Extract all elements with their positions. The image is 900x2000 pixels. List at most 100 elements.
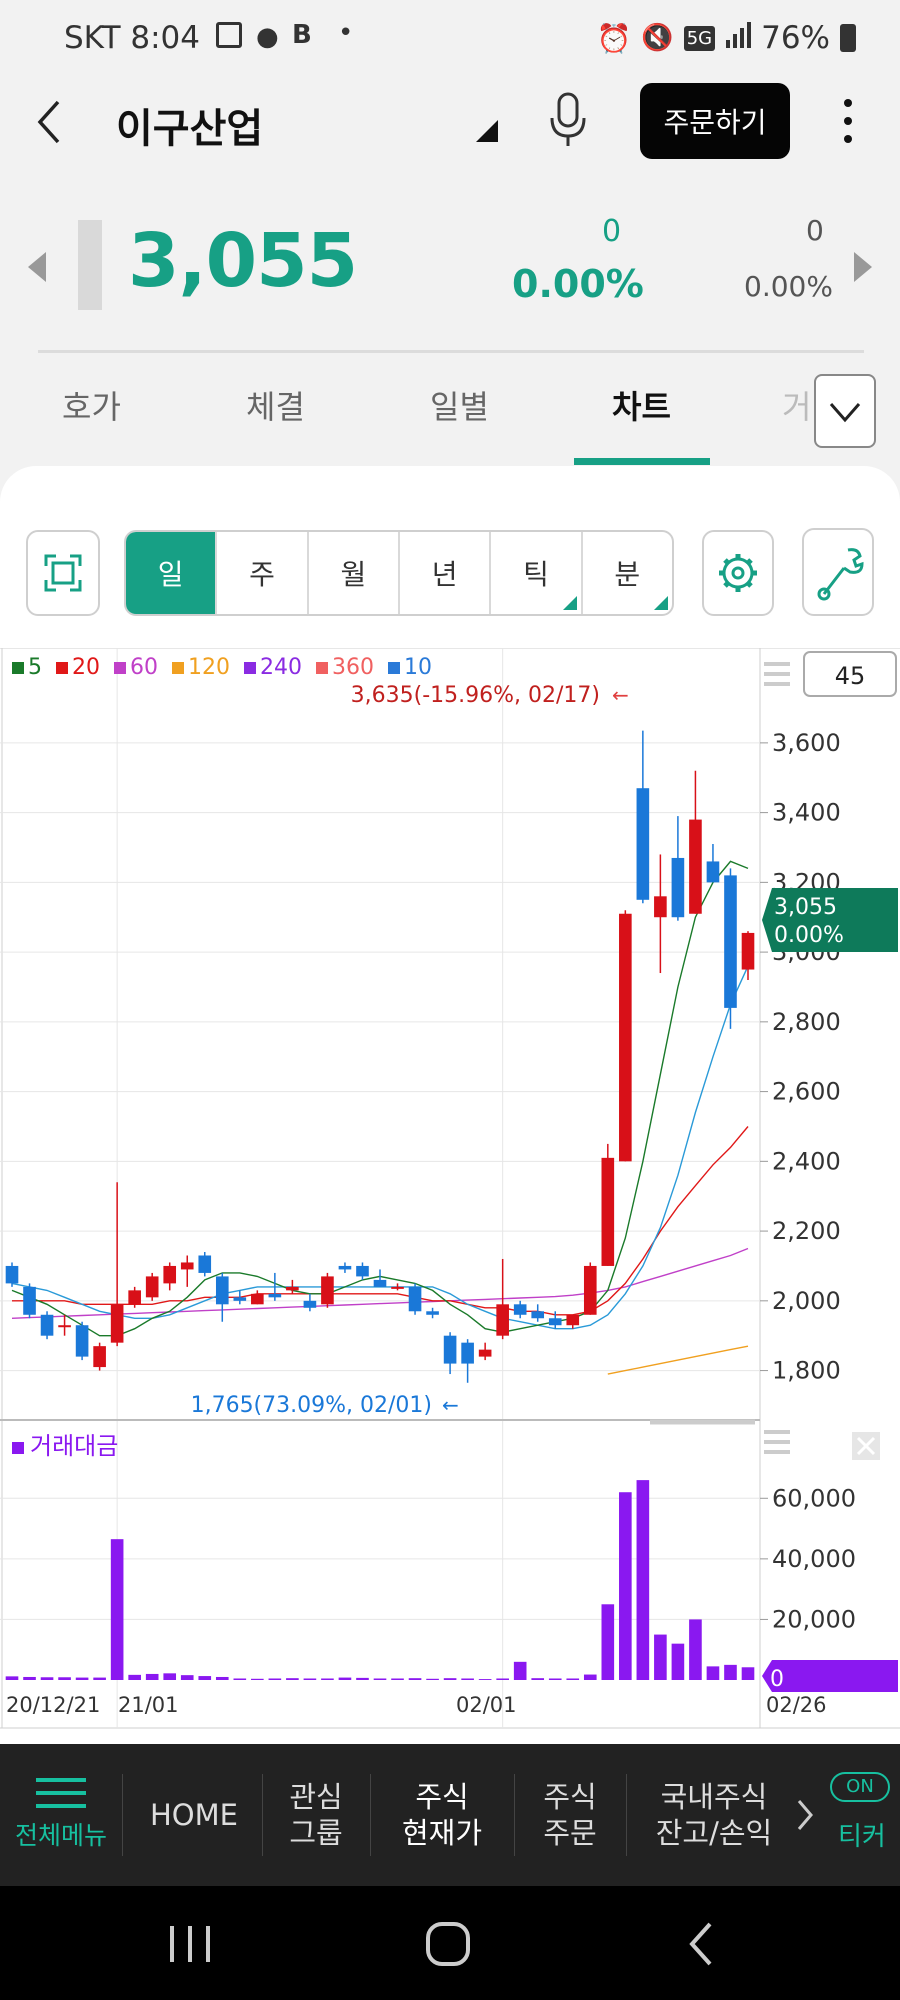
candle <box>198 1252 212 1277</box>
period-month-button[interactable]: 월 <box>309 532 400 614</box>
candles <box>5 730 755 1383</box>
candle <box>163 1262 177 1291</box>
recent-apps-icon[interactable] <box>168 1924 212 1964</box>
stock-name[interactable]: 이구산업 <box>116 106 264 152</box>
prev-stock-icon[interactable] <box>28 252 46 286</box>
dropdown-triangle-icon[interactable] <box>476 120 498 146</box>
volume-bar <box>321 1678 334 1680</box>
candle-body <box>5 1265 19 1284</box>
candle-body <box>75 1325 89 1357</box>
candle-body <box>110 1304 124 1343</box>
candle <box>338 1262 352 1273</box>
candle <box>23 1283 36 1319</box>
tab-hoga[interactable]: 호가 <box>62 388 121 426</box>
ticker-toggle[interactable]: ON <box>830 1772 890 1802</box>
chart-tools-button[interactable] <box>802 528 874 616</box>
nav-balance[interactable]: 국내주식 잔고/손익 <box>628 1744 800 1886</box>
period-week-button[interactable]: 주 <box>217 532 309 614</box>
nav-watchlist[interactable]: 관심 그룹 <box>264 1744 368 1886</box>
home-icon[interactable] <box>424 1920 472 1968</box>
nav-divider <box>626 1774 627 1856</box>
candle-body <box>128 1290 141 1305</box>
nav-order[interactable]: 주식 주문 <box>516 1744 624 1886</box>
candle-body <box>478 1349 492 1357</box>
volume-bar <box>110 1539 124 1680</box>
candle <box>303 1293 317 1312</box>
divider <box>38 350 864 353</box>
price-tick-label: 1,800 <box>772 1357 841 1385</box>
price-tick-label: 3,600 <box>772 729 841 757</box>
period-tick-button[interactable]: 틱 <box>491 532 583 614</box>
candle-body <box>583 1265 597 1315</box>
chart-bg <box>0 648 900 1730</box>
tabs-expand-button[interactable] <box>814 374 876 448</box>
minute-dropdown-icon <box>653 596 668 610</box>
volume-bar <box>478 1679 492 1680</box>
volume-bar <box>636 1480 650 1680</box>
candle <box>601 1143 615 1266</box>
candle <box>110 1182 124 1347</box>
nav-home[interactable]: HOME <box>150 1798 238 1832</box>
candle-body <box>671 857 685 918</box>
next-stock-icon[interactable] <box>854 252 872 286</box>
close-volume-icon[interactable] <box>852 1432 880 1460</box>
back-icon[interactable] <box>34 98 64 150</box>
volume-current-label: 0 <box>770 1667 784 1692</box>
price-tick-label: 2,600 <box>772 1078 841 1106</box>
volume-bar <box>5 1676 19 1680</box>
current-price: 3,055 <box>128 218 358 304</box>
candle <box>391 1283 404 1291</box>
candle-body <box>724 875 737 1008</box>
candle-body <box>303 1300 317 1308</box>
tab-trades[interactable]: 체결 <box>246 388 305 426</box>
candle-body <box>461 1342 474 1364</box>
candle <box>268 1272 282 1301</box>
chevron-right-icon[interactable] <box>796 1798 814 1836</box>
price-bar-indicator <box>78 220 102 310</box>
volume-bar <box>689 1619 702 1680</box>
legend-label: 360 <box>332 655 374 680</box>
more-icon[interactable] <box>842 96 854 150</box>
volume-pane-menu-icon[interactable] <box>764 1430 790 1454</box>
chart-settings-button[interactable] <box>702 530 774 616</box>
ma60-line <box>11 1247 749 1319</box>
candle-body <box>601 1157 615 1266</box>
volume-bar <box>40 1677 54 1680</box>
candle-body <box>391 1286 404 1289</box>
gallery-icon <box>216 22 242 48</box>
volume-bar <box>461 1678 474 1680</box>
tab-chart[interactable]: 차트 <box>612 388 671 426</box>
price-tick-label: 2,800 <box>772 1008 841 1036</box>
period-tick-label: 틱 <box>523 558 549 591</box>
nav-all-menu-label: 전체메뉴 <box>14 1821 107 1850</box>
candle <box>583 1262 597 1315</box>
stock-chart[interactable]: 3,6003,4003,2003,0002,8002,6002,4002,200… <box>0 648 900 1730</box>
volume-bar <box>426 1678 439 1680</box>
low-annotation: 1,765(73.09%, 02/01) <box>191 1393 432 1418</box>
tab-daily[interactable]: 일별 <box>430 388 489 426</box>
order-button[interactable]: 주문하기 <box>640 83 790 159</box>
alarm-icon: ⏰ <box>596 21 632 55</box>
volume-bar <box>566 1678 580 1680</box>
volume-bar <box>513 1661 527 1680</box>
candle <box>286 1279 299 1294</box>
nav-all-menu[interactable]: 전체메뉴 <box>6 1744 116 1886</box>
period-year-button[interactable]: 년 <box>400 532 492 614</box>
count-box[interactable] <box>803 651 897 697</box>
candle <box>654 854 667 974</box>
mic-icon[interactable] <box>548 92 588 152</box>
volume-bar <box>303 1678 317 1680</box>
status-bar: SKT 8:04 ● B • ⏰ 🔇 5G 76% <box>0 0 900 78</box>
period-minute-button[interactable]: 분 <box>583 532 672 614</box>
volume-bar <box>619 1492 632 1680</box>
back-nav-icon[interactable] <box>686 1920 716 1968</box>
nav-current-price[interactable]: 주식 현재가 <box>372 1744 512 1886</box>
gear-icon <box>719 554 757 592</box>
period-day-button[interactable]: 일 <box>126 532 218 614</box>
nav-divider <box>122 1774 123 1856</box>
legend: 5 20 60 120 240 360 10 <box>12 655 432 680</box>
tab-more[interactable]: 거 <box>782 388 812 426</box>
price-pane-menu-icon[interactable] <box>764 662 790 686</box>
fullscreen-button[interactable] <box>26 530 100 616</box>
nav-order-l2: 주문 <box>543 1816 597 1850</box>
